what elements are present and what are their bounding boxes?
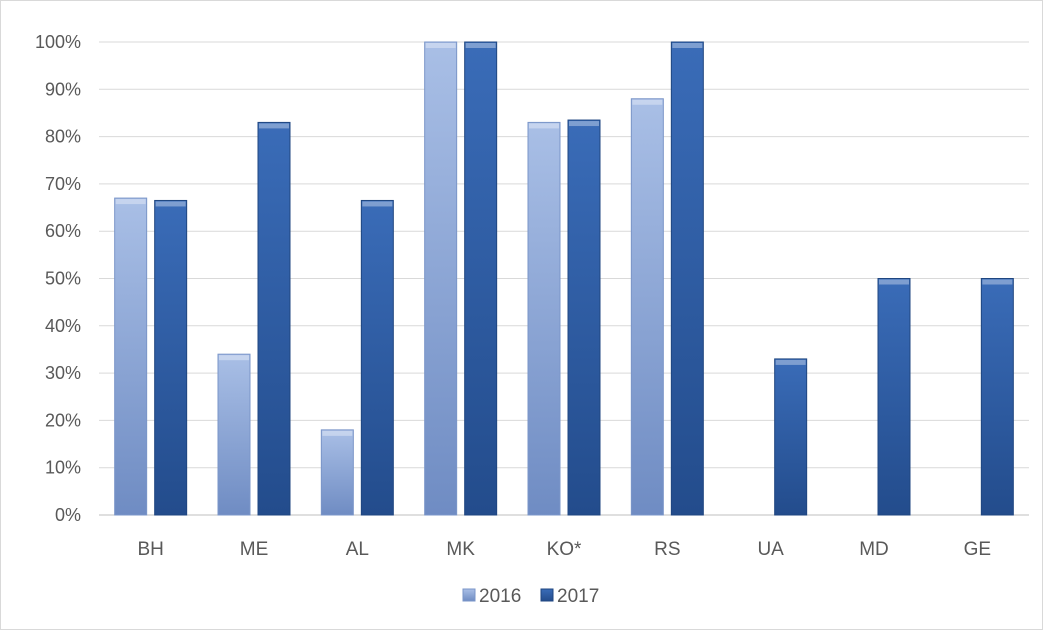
legend-swatch-2017 bbox=[540, 588, 554, 602]
y-tick-label: 60% bbox=[45, 221, 81, 241]
x-category-label: KO* bbox=[547, 539, 582, 560]
bar-bevel bbox=[569, 121, 599, 127]
bar-2017-ua bbox=[774, 358, 808, 516]
bar-bevel bbox=[775, 359, 806, 365]
x-axis-categories: BH ME AL MK KO* RS UA MD GE bbox=[137, 539, 991, 560]
bar-2017-ge bbox=[980, 278, 1014, 516]
bar-2017-bh bbox=[154, 199, 188, 516]
bar-2016-al bbox=[320, 429, 354, 516]
bar-bevel bbox=[259, 123, 289, 129]
bar-bevel bbox=[425, 43, 456, 48]
bar-2016-bh bbox=[114, 197, 148, 516]
y-tick-label: 30% bbox=[45, 363, 81, 383]
bar-2016-rs bbox=[630, 98, 664, 516]
x-category-label: RS bbox=[654, 539, 680, 560]
y-tick-label: 50% bbox=[45, 269, 81, 289]
x-category-label: BH bbox=[137, 539, 163, 560]
bar-2017-md bbox=[877, 278, 911, 516]
bars bbox=[114, 41, 1014, 516]
legend-swatch-2016 bbox=[462, 588, 476, 602]
bar-2016-ko bbox=[527, 121, 561, 516]
y-tick-label: 70% bbox=[45, 174, 81, 194]
bar-bevel bbox=[672, 43, 703, 48]
bar-2016-me bbox=[217, 353, 251, 516]
bar-bevel bbox=[362, 201, 393, 207]
bar-bevel bbox=[632, 99, 663, 105]
bar-bevel bbox=[322, 430, 353, 436]
x-category-label: ME bbox=[240, 539, 269, 560]
y-tick-label: 20% bbox=[45, 410, 81, 430]
bar-bevel bbox=[879, 279, 909, 285]
y-tick-label: 100% bbox=[35, 32, 81, 52]
y-axis-ticks: 0% 10% 20% 30% 40% 50% 60% 70% 80% 90% 100% bbox=[35, 32, 81, 525]
bar-bevel bbox=[219, 355, 249, 361]
bar-bevel bbox=[115, 199, 146, 205]
bar-bevel bbox=[982, 279, 1013, 285]
x-category-label: MD bbox=[859, 539, 889, 560]
x-category-label: AL bbox=[346, 539, 369, 560]
x-category-label: UA bbox=[757, 539, 784, 560]
y-tick-label: 0% bbox=[55, 505, 81, 525]
x-category-label: GE bbox=[964, 539, 991, 560]
y-tick-label: 40% bbox=[45, 316, 81, 336]
legend-label-2016: 2016 bbox=[479, 586, 521, 607]
bar-2016-mk bbox=[424, 41, 458, 516]
bar-2017-mk bbox=[464, 41, 498, 516]
legend-label-2017: 2017 bbox=[557, 586, 599, 607]
y-tick-label: 80% bbox=[45, 127, 81, 147]
bar-2017-ko bbox=[567, 119, 601, 516]
y-tick-label: 90% bbox=[45, 79, 81, 99]
x-category-label: MK bbox=[446, 539, 475, 560]
bar-2017-rs bbox=[670, 41, 704, 516]
bar-bevel bbox=[155, 201, 186, 207]
bar-bevel bbox=[529, 123, 559, 129]
bar-bevel bbox=[465, 43, 496, 48]
gridlines bbox=[99, 41, 1029, 516]
bar-2017-me bbox=[257, 121, 291, 516]
bar-2017-al bbox=[360, 199, 394, 516]
legend: 2016 2017 bbox=[462, 586, 599, 607]
y-tick-label: 10% bbox=[45, 458, 81, 478]
